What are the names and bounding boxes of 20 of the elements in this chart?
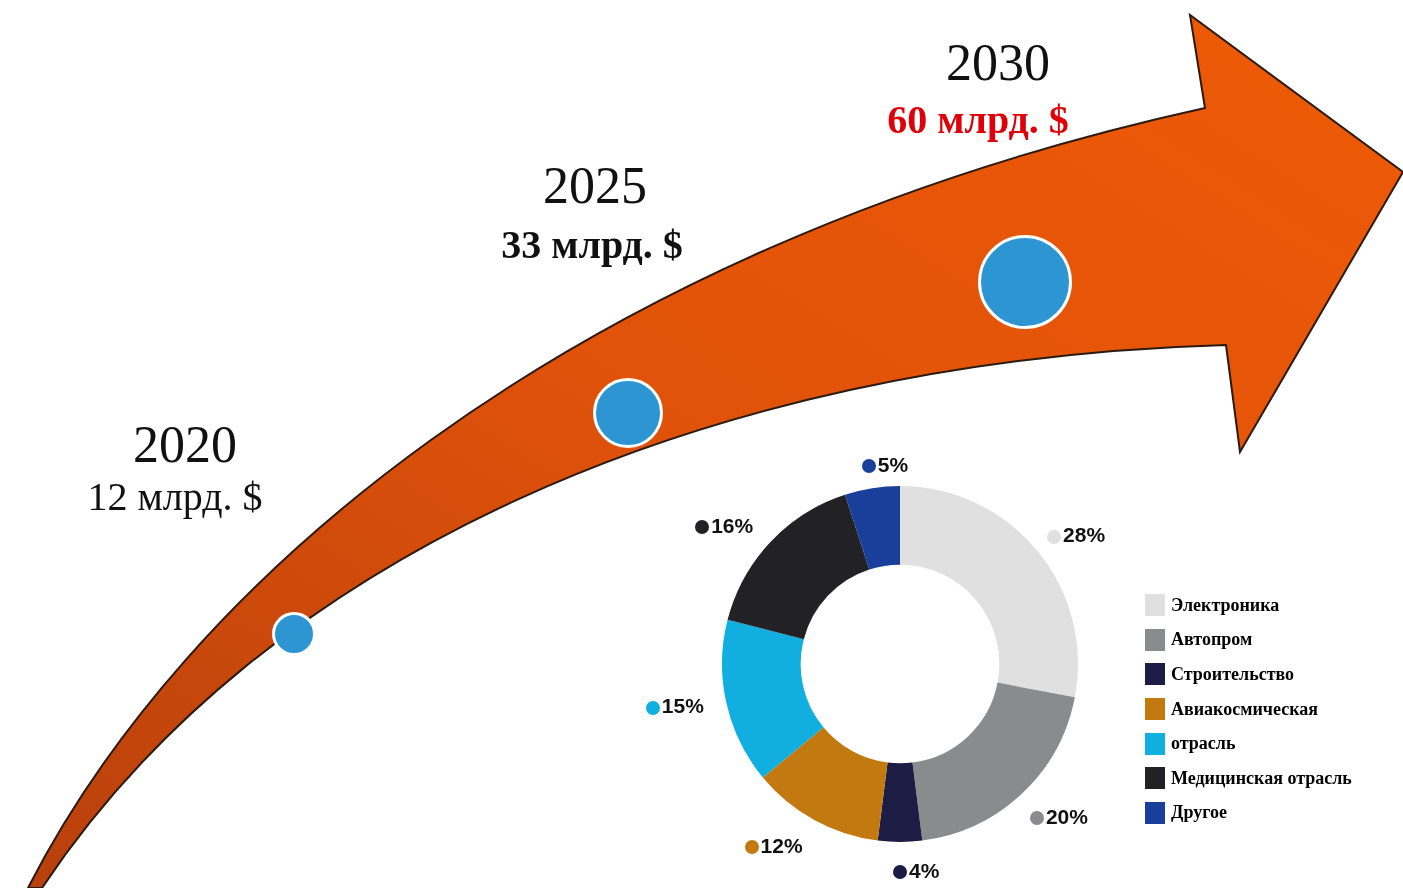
legend-label: Медицинская отрасль — [1170, 766, 1352, 790]
data-label: 60 млрд. $ — [887, 97, 1069, 142]
data-label: 28% — [1063, 523, 1106, 547]
data-label: 5% — [877, 453, 909, 477]
legend-label: отрасль — [1170, 732, 1237, 756]
category-label: 2020 — [133, 416, 237, 473]
data-label: 12 млрд. $ — [87, 474, 263, 519]
legend-label: Другое — [1170, 801, 1228, 825]
legend-label: Автопром — [1170, 628, 1254, 652]
data-label: 4% — [909, 858, 940, 882]
data-label: 20% — [1045, 804, 1089, 828]
category-label: 2030 — [946, 34, 1050, 91]
data-label: 33 млрд. $ — [501, 222, 683, 267]
legend-label: Электроника — [1170, 593, 1281, 617]
legend-label: Авиакосмическая — [1170, 697, 1320, 721]
data-label: 12% — [760, 834, 803, 858]
legend-label: Строительство — [1170, 663, 1296, 686]
data-label: 16% — [711, 513, 754, 537]
data-label: 15% — [661, 694, 705, 718]
category-label: 2025 — [543, 157, 647, 214]
